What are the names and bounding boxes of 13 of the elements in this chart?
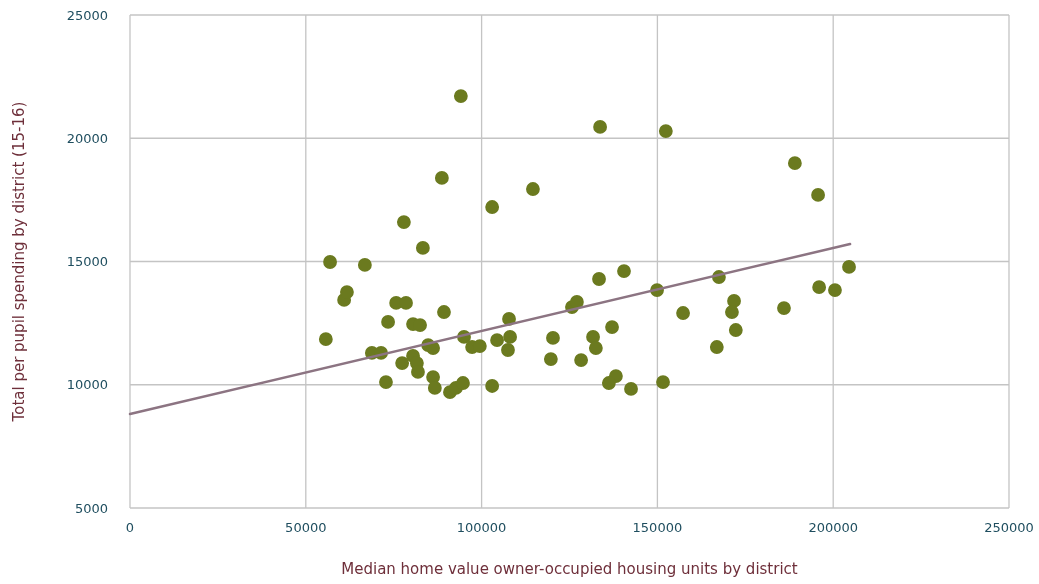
x-tick-label: 100000 — [456, 520, 507, 535]
x-axis-title: Median home value owner-occupied housing units by district — [341, 560, 798, 578]
y-tick-label: 5000 — [74, 500, 108, 516]
x-tick-label: 250000 — [984, 520, 1034, 535]
y-axis-title: Total per pupil spending by district (15-16) — [10, 101, 28, 423]
y-tick-label: 15000 — [66, 254, 108, 270]
y-tick-label: 10000 — [66, 377, 108, 393]
y-tick-label: 20000 — [66, 130, 108, 146]
x-tick-label: 50000 — [285, 520, 327, 535]
y-tick-label: 25000 — [66, 7, 108, 23]
x-tick-label: 200000 — [808, 520, 859, 535]
x-tick-label: 150000 — [632, 520, 683, 535]
x-tick-label: 0 — [125, 520, 135, 535]
